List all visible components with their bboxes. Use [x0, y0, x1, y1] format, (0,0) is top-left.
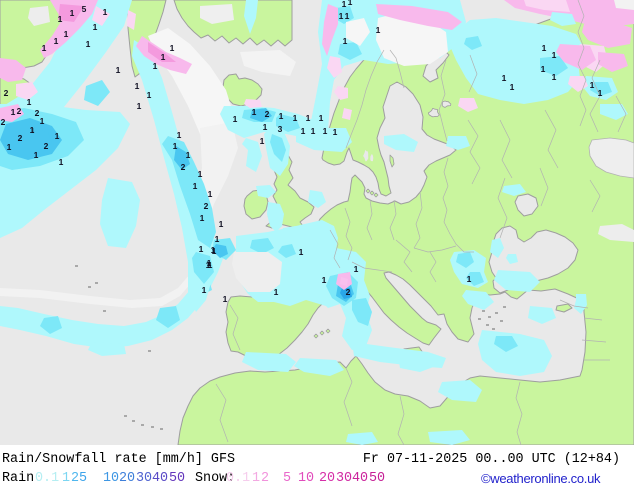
svg-text:1: 1 — [263, 122, 268, 132]
svg-text:1: 1 — [27, 97, 32, 107]
svg-text:2: 2 — [4, 88, 9, 98]
svg-text:1: 1 — [93, 22, 98, 32]
svg-text:2: 2 — [17, 106, 22, 116]
svg-text:1: 1 — [40, 116, 45, 126]
svg-text:1: 1 — [55, 131, 60, 141]
svg-text:1: 1 — [161, 52, 166, 62]
svg-text:1: 1 — [252, 107, 257, 117]
svg-text:1: 1 — [333, 127, 338, 137]
svg-text:1: 1 — [542, 43, 547, 53]
svg-text:2: 2 — [346, 287, 351, 297]
svg-text:1: 1 — [552, 72, 557, 82]
svg-text:1: 1 — [199, 244, 204, 254]
svg-text:1: 1 — [116, 65, 121, 75]
svg-text:1: 1 — [348, 0, 353, 7]
svg-text:1: 1 — [64, 29, 69, 39]
svg-text:1: 1 — [193, 181, 198, 191]
svg-text:1: 1 — [233, 114, 238, 124]
svg-text:1: 1 — [322, 275, 327, 285]
svg-text:1: 1 — [552, 50, 557, 60]
svg-text:1: 1 — [319, 113, 324, 123]
svg-text:1: 1 — [354, 264, 359, 274]
svg-text:1: 1 — [279, 111, 284, 121]
svg-text:1: 1 — [177, 130, 182, 140]
svg-text:1: 1 — [311, 126, 316, 136]
svg-text:1: 1 — [306, 113, 311, 123]
svg-text:1: 1 — [208, 260, 213, 270]
svg-text:3: 3 — [278, 124, 283, 134]
svg-text:1: 1 — [211, 245, 216, 255]
svg-text:1: 1 — [54, 36, 59, 46]
svg-text:1: 1 — [11, 107, 16, 117]
svg-text:1: 1 — [590, 80, 595, 90]
svg-text:1: 1 — [135, 81, 140, 91]
svg-text:1: 1 — [260, 136, 265, 146]
svg-text:1: 1 — [212, 246, 217, 256]
svg-text:1: 1 — [223, 294, 228, 304]
svg-text:1: 1 — [34, 150, 39, 160]
svg-text:1: 1 — [339, 11, 344, 21]
svg-text:5: 5 — [82, 4, 87, 14]
svg-text:1: 1 — [173, 141, 178, 151]
svg-text:1: 1 — [274, 287, 279, 297]
svg-text:1: 1 — [200, 213, 205, 223]
svg-text:1: 1 — [598, 88, 603, 98]
svg-text:1: 1 — [202, 285, 207, 295]
svg-text:1: 1 — [323, 126, 328, 136]
svg-text:1: 1 — [467, 274, 472, 284]
svg-text:1: 1 — [147, 90, 152, 100]
svg-text:1: 1 — [293, 113, 298, 123]
svg-text:1: 1 — [342, 0, 347, 9]
svg-text:1: 1 — [510, 82, 515, 92]
svg-text:1: 1 — [299, 247, 304, 257]
svg-text:1: 1 — [208, 189, 213, 199]
svg-text:2: 2 — [35, 108, 40, 118]
svg-text:1: 1 — [70, 8, 75, 18]
svg-text:1: 1 — [153, 61, 158, 71]
svg-text:1: 1 — [42, 43, 47, 53]
svg-text:↓: ↓ — [31, 125, 35, 135]
svg-text:1: 1 — [376, 25, 381, 35]
svg-text:1: 1 — [207, 258, 212, 268]
svg-text:1: 1 — [219, 219, 224, 229]
svg-text:1: 1 — [59, 157, 64, 167]
svg-text:1: 1 — [30, 125, 35, 135]
svg-text:1: 1 — [86, 39, 91, 49]
svg-text:1: 1 — [343, 36, 348, 46]
svg-text:2: 2 — [18, 133, 23, 143]
svg-text:1: 1 — [215, 234, 220, 244]
svg-text:1: 1 — [186, 150, 191, 160]
svg-text:1: 1 — [301, 126, 306, 136]
svg-text:1: 1 — [58, 14, 63, 24]
svg-text:1: 1 — [502, 73, 507, 83]
svg-text:2: 2 — [181, 162, 186, 172]
svg-text:1: 1 — [198, 169, 203, 179]
svg-text:1: 1 — [103, 7, 108, 17]
svg-text:1: 1 — [170, 43, 175, 53]
svg-text:2: 2 — [204, 201, 209, 211]
svg-text:2: 2 — [44, 141, 49, 151]
svg-text:1: 1 — [541, 64, 546, 74]
svg-text:1: 1 — [137, 101, 142, 111]
svg-text:2: 2 — [265, 109, 270, 119]
svg-text:1: 1 — [345, 11, 350, 21]
svg-text:1: 1 — [206, 260, 211, 270]
svg-text:2: 2 — [1, 117, 6, 127]
svg-text:1: 1 — [7, 142, 12, 152]
